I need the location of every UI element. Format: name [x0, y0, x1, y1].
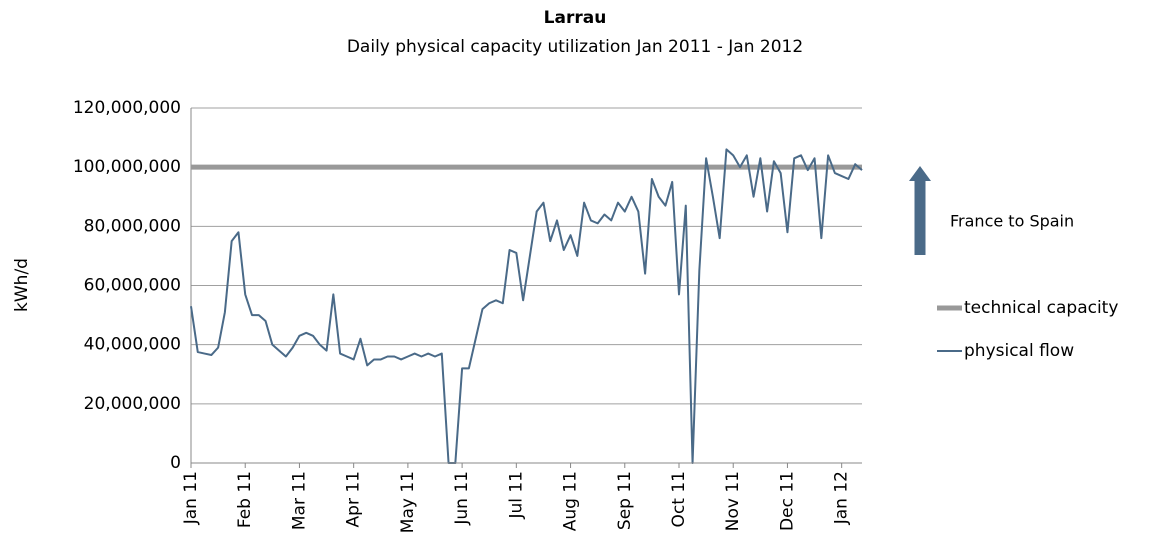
x-tick-label: Jan 11 — [181, 471, 201, 525]
y-tick-label: 20,000,000 — [84, 394, 181, 414]
x-tick-label: Sep 11 — [615, 471, 635, 530]
x-tick-label: Jul 11 — [506, 471, 526, 520]
annotation: France to Spain — [950, 212, 1074, 231]
x-tick-label: Apr 11 — [344, 471, 364, 527]
y-tick-label: 80,000,000 — [84, 216, 181, 236]
y-tick-label: 60,000,000 — [84, 276, 181, 296]
legend-label: technical capacity — [964, 298, 1118, 318]
chart-title: Larrau — [544, 8, 607, 28]
x-tick-label: Aug 11 — [561, 471, 581, 531]
x-tick-label: Oct 11 — [669, 471, 689, 527]
y-tick-label: 0 — [170, 453, 181, 473]
x-tick-label: May 11 — [398, 471, 418, 533]
x-tick-label: Dec 11 — [777, 471, 797, 531]
series-line — [190, 148, 863, 464]
x-tick-label: Jan 12 — [832, 471, 852, 525]
y-tick-label: 120,000,000 — [73, 98, 181, 118]
x-tick-label: Mar 11 — [289, 471, 309, 530]
chart-subtitle: Daily physical capacity utilization Jan … — [347, 37, 803, 57]
x-tick-label: Jun 11 — [452, 471, 472, 526]
y-axis-label: kWh/d — [12, 258, 32, 312]
direction-arrow-head — [909, 166, 931, 181]
y-tick-label: 100,000,000 — [73, 157, 181, 177]
legend-label: physical flow — [964, 341, 1074, 361]
y-tick-label: 40,000,000 — [84, 335, 181, 355]
x-tick-label: Nov 11 — [723, 471, 743, 531]
x-tick-label: Feb 11 — [235, 471, 255, 528]
